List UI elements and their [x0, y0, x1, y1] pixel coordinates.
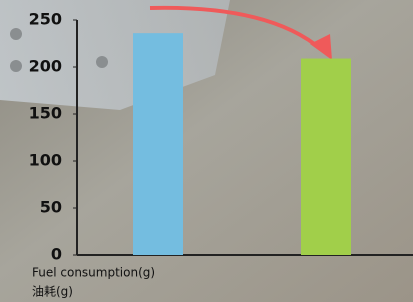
chart: Fuel consumption(g) 油耗(g) 0 50 100 150 200 25…	[0, 0, 413, 302]
axis-label: 油耗(g)	[32, 285, 73, 299]
bar	[133, 33, 183, 255]
y-tick-label: 200	[29, 57, 62, 76]
y-tick-label: 100	[29, 151, 62, 170]
background-hole	[10, 60, 22, 72]
background-hole	[10, 28, 22, 40]
y-tick-label: 250	[29, 10, 62, 29]
bar	[301, 59, 351, 255]
background-hole	[96, 56, 108, 68]
y-tick-label: 50	[40, 198, 62, 217]
page: Fuel consumption(g) 油耗(g) 0 50 100 150 200 25…	[0, 0, 413, 302]
axis-label: Fuel consumption(g)	[32, 266, 155, 280]
y-tick-label: 0	[51, 245, 62, 264]
y-tick-label: 150	[29, 104, 62, 123]
